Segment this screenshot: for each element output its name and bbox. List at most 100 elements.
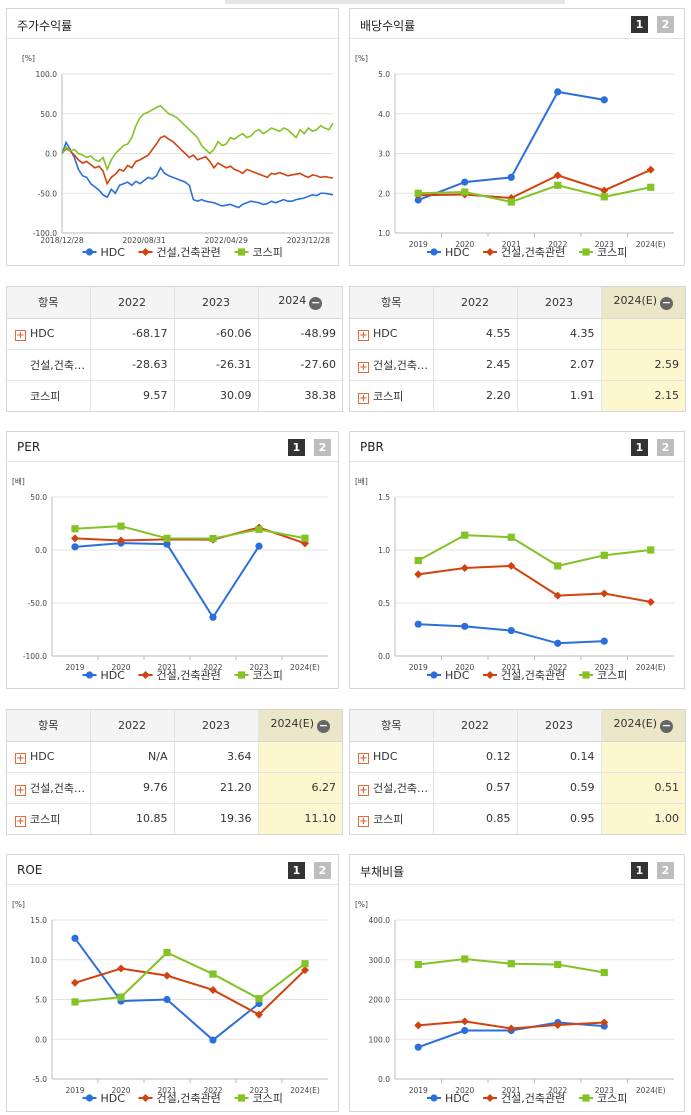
header-label: 2022	[461, 718, 489, 732]
legend-label: HDC	[101, 246, 126, 259]
expand-icon[interactable]: +	[15, 815, 26, 827]
value-cell: 19.36	[173, 802, 258, 834]
x-tick-label: 2019	[409, 1086, 428, 1095]
legend-label: 코스피	[597, 669, 627, 682]
series-line-1	[418, 564, 651, 603]
expand-icon[interactable]: +	[358, 784, 369, 796]
page-button-1[interactable]: 1	[631, 16, 648, 33]
row-label-cell[interactable]: + 코스피	[350, 379, 433, 411]
table-row: + 건설,건축관련 9.76 21.20 6.27	[7, 771, 342, 803]
legend-marker	[141, 671, 150, 679]
value-cell: 4.35	[516, 318, 601, 349]
row-label-cell[interactable]: + HDC	[7, 741, 90, 772]
row-label-cell[interactable]: + HDC	[350, 741, 433, 772]
series-line-1	[61, 135, 334, 186]
x-tick-label: 2024(E)	[290, 663, 320, 672]
y-unit-label: [배]	[355, 477, 368, 486]
row-label: 건설,건축관련	[373, 358, 433, 372]
x-tick-label: 2022/04/29	[205, 236, 248, 245]
header-label: 2022	[118, 295, 146, 309]
panel-title: 배당수익률	[360, 19, 416, 33]
page-button-2[interactable]: 2	[657, 439, 674, 456]
header-cell: 2022	[432, 710, 517, 742]
panel-header: ROE 1 2	[7, 855, 338, 885]
row-label: 건설,건축관련	[30, 358, 90, 372]
expand-icon[interactable]: +	[15, 329, 26, 341]
data-point	[600, 637, 608, 645]
x-tick-label: 2023	[249, 1086, 268, 1095]
y-tick-label: 50.0	[30, 493, 47, 502]
table-stock-return: 항목 2022 2023 2024− + HDC -68.17 -60.06 -48.99 건설,…	[6, 286, 343, 412]
data-point	[414, 620, 422, 628]
page-button-2[interactable]: 2	[657, 862, 674, 879]
row-label-cell[interactable]: + 코스피	[350, 802, 433, 834]
legend-label: 건설,건축관련	[157, 246, 221, 259]
data-point	[71, 525, 79, 533]
legend-label: 코스피	[253, 1092, 283, 1105]
header-label: 항목	[38, 719, 59, 733]
data-point	[414, 557, 422, 565]
value-cell	[600, 741, 685, 772]
row-label: 건설,건축관련	[373, 781, 433, 795]
legend-label: 코스피	[597, 1092, 627, 1105]
panel-title: 주가수익률	[17, 19, 73, 33]
x-tick-label: 2023	[249, 663, 268, 672]
data-point	[301, 960, 309, 968]
y-tick-label: -5.0	[32, 1075, 47, 1084]
data-point	[414, 1043, 422, 1051]
page-button-1[interactable]: 1	[631, 862, 648, 879]
data-point	[163, 540, 171, 548]
collapse-icon[interactable]: −	[309, 296, 323, 311]
row-label-cell[interactable]: + HDC	[7, 318, 90, 349]
row-label-cell[interactable]: + 건설,건축관련	[350, 771, 433, 803]
panel-stock-return: 주가수익률 [%] -100.0 -50.0 0.0 50.0 100.0 2018/12/…	[6, 8, 339, 266]
x-tick-label: 2022	[203, 1086, 222, 1095]
data-point	[414, 960, 422, 969]
data-point	[301, 534, 309, 542]
page-button-2[interactable]: 2	[314, 862, 331, 879]
data-point	[600, 186, 609, 195]
collapse-icon[interactable]: −	[317, 719, 331, 734]
data-point	[461, 178, 469, 186]
header-cell: 항목	[350, 710, 433, 742]
page-button-1[interactable]: 1	[288, 439, 305, 456]
expand-icon[interactable]: +	[358, 392, 369, 404]
legend-label: 코스피	[253, 669, 283, 682]
data-point	[554, 181, 562, 189]
y-unit-label: [%]	[12, 900, 25, 909]
row-label-cell[interactable]: + 건설,건축관련	[7, 771, 90, 803]
collapse-icon[interactable]: −	[660, 719, 674, 734]
header-label: 2022	[461, 295, 489, 309]
expand-icon[interactable]: +	[358, 815, 369, 827]
row-label-cell[interactable]: + HDC	[350, 318, 433, 349]
header-cell: 항목	[350, 287, 433, 319]
series-line-0	[417, 90, 605, 201]
y-tick-label: 10.0	[30, 956, 47, 965]
row-label-cell[interactable]: + 코스피	[7, 802, 90, 834]
expand-icon[interactable]: +	[15, 752, 26, 764]
page-button-1[interactable]: 1	[631, 439, 648, 456]
header-label: 2024(E)	[270, 717, 315, 731]
row-label-cell[interactable]: + 건설,건축관련	[350, 348, 433, 380]
expand-icon[interactable]: +	[358, 329, 369, 341]
data-point	[554, 639, 562, 647]
legend-label: HDC	[101, 1092, 126, 1105]
data-point	[507, 960, 515, 968]
data-point	[117, 522, 125, 530]
legend-marker	[430, 248, 438, 256]
header-cell: 2024(E) −	[600, 710, 685, 742]
y-tick-label: 100.0	[369, 1035, 391, 1044]
panel-debt: 부채비율 1 2 [%] 0.0 100.0 200.0 300.0 400.0 2019 2…	[349, 854, 685, 1112]
page-button-1[interactable]: 1	[288, 862, 305, 879]
expand-icon[interactable]: +	[358, 361, 369, 373]
y-tick-label: 400.0	[369, 916, 391, 925]
expand-icon[interactable]: +	[358, 752, 369, 764]
table-row: + 코스피 0.85 0.95 1.00	[350, 802, 685, 834]
page-button-2[interactable]: 2	[657, 16, 674, 33]
collapse-icon[interactable]: −	[660, 296, 674, 311]
header-cell: 2024(E) −	[600, 287, 685, 319]
legend-marker	[85, 248, 94, 256]
expand-icon[interactable]: +	[15, 784, 26, 796]
data-point	[209, 1036, 217, 1044]
page-button-2[interactable]: 2	[314, 439, 331, 456]
